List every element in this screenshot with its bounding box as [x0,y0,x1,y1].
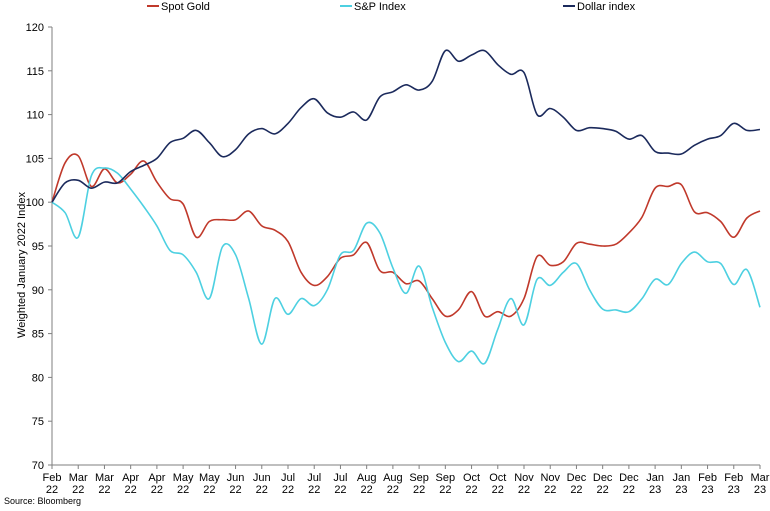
x-tick-label: Aug 22 [357,472,377,496]
x-tick-label: Jan 23 [646,472,664,496]
x-tick-label: Mar 22 [69,472,88,496]
x-tick-label: Feb 22 [43,472,62,496]
source-note: Source: Bloomberg [4,496,82,506]
x-tick-label: Nov 22 [540,472,560,496]
x-tick-label: Oct 22 [463,472,480,496]
y-tick-label: 105 [26,153,44,165]
x-tick-label: Jul 22 [281,472,295,496]
x-tick-label: Dec 22 [619,472,639,496]
y-tick-label: 75 [32,416,44,428]
legend-label-spot-gold: Spot Gold [161,1,210,13]
series-line-dollar-index [51,49,761,203]
x-tick-label: Jun 22 [253,472,271,496]
legend-label-dollar-index: Dollar index [577,1,636,13]
y-tick-label: 95 [32,241,44,253]
x-tick-label: Aug 22 [383,472,403,496]
y-tick-label: 120 [26,22,44,34]
series-line-spot-gold [51,153,761,318]
y-axis-title: Weighted January 2022 Index [16,192,28,338]
y-tick-label: 110 [26,110,44,122]
y-tick-label: 100 [26,197,44,209]
x-tick-label: Mar 22 [95,472,114,496]
x-tick-label: Jun 22 [227,472,245,496]
series-line-s-p-index [51,166,761,365]
y-tick-label: 85 [32,329,44,341]
x-tick-label: Jul 22 [307,472,321,496]
x-tick-label: Oct 22 [489,472,506,496]
x-tick-label: Feb 23 [724,472,743,496]
x-tick-label: Dec 22 [567,472,587,496]
x-tick-label: Feb 23 [698,472,717,496]
y-tick-label: 80 [32,372,44,384]
y-axis: 70 75 80 85 90 95 100 105 110 115 120 [26,22,53,472]
y-tick-label: 70 [32,460,44,472]
y-tick-label: 115 [26,66,44,78]
x-tick-label: Sep 22 [409,472,429,496]
legend: Spot Gold S&P Index Dollar index [147,1,636,13]
x-tick-label: Apr 22 [122,472,139,496]
x-tick-label: Dec 22 [593,472,613,496]
x-tick-label: Jan 23 [672,472,690,496]
x-tick-label: Sep 22 [436,472,456,496]
x-tick-label: Nov 22 [514,472,534,496]
x-tick-label: May 22 [173,472,194,496]
x-tick-label: Apr 22 [148,472,165,496]
legend-label-s-p-index: S&P Index [354,1,406,13]
x-tick-label: Jul 22 [333,472,347,496]
x-tick-label: May 22 [199,472,220,496]
y-tick-label: 90 [32,285,44,297]
x-tick-label: Mar 23 [751,472,770,496]
series-group [51,49,761,365]
